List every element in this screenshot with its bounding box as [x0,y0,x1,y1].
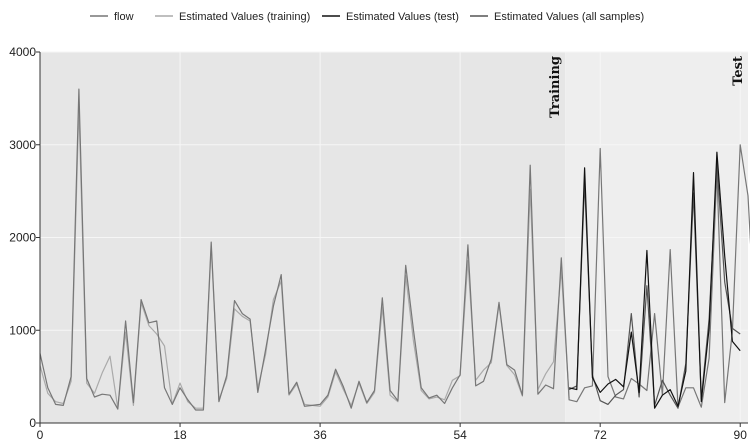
legend-label: Estimated Values (training) [179,11,310,23]
legend-label: flow [114,11,134,23]
legend-item: Estimated Values (test) [322,11,459,23]
legend-label: Estimated Values (test) [346,11,459,23]
legend-label: Estimated Values (all samples) [494,11,644,23]
region-label-training: Training [548,56,563,118]
series-flow [39,88,750,411]
y-tick-label: 2000 [9,231,36,245]
y-tick-label: 4000 [9,45,36,59]
series-lines [39,88,750,411]
x-tick-label: 36 [313,428,327,442]
x-tick-label: 0 [37,428,44,442]
axes: 0 1000 2000 3000 4000 0 18 36 54 72 90 [9,45,748,442]
legend-item: Estimated Values (all samples) [470,11,644,23]
series-estimated-values-test [568,151,741,409]
y-tick-label: 3000 [9,138,36,152]
region-label-test: Test [731,56,746,86]
x-tick-label: 54 [453,428,467,442]
grid [40,51,748,423]
legend-item: Estimated Values (training) [155,11,310,23]
y-tick-label: 0 [29,416,36,430]
x-tick-label: 72 [593,428,607,442]
x-tick-label: 90 [734,428,748,442]
y-tick-label: 1000 [9,323,36,337]
legend: flow Estimated Values (training) Estimated… [90,11,644,23]
region-labels: Training Test [548,56,746,118]
x-tick-label: 18 [173,428,187,442]
legend-item: flow [90,11,134,23]
